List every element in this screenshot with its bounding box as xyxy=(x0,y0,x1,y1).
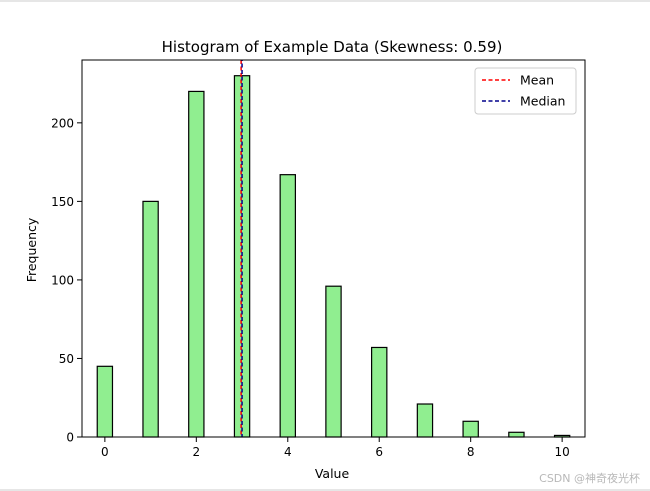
histogram-bar xyxy=(279,174,296,438)
x-axis-title: Value xyxy=(315,466,350,481)
y-tick-label: 50 xyxy=(59,352,74,366)
y-tick-label: 200 xyxy=(51,116,74,130)
legend: Mean Median xyxy=(474,67,577,115)
legend-box xyxy=(474,67,577,115)
histogram-bar xyxy=(325,285,342,438)
histogram-bar xyxy=(462,420,479,438)
bottom-border xyxy=(0,489,650,491)
chart-title: Histogram of Example Data (Skewness: 0.5… xyxy=(162,38,503,56)
reference-lines xyxy=(240,60,243,437)
watermark: CSDN @神奇夜光杯 xyxy=(539,471,640,485)
bars-layer xyxy=(96,75,571,438)
histogram-bar xyxy=(142,200,159,438)
histogram-bar xyxy=(188,90,205,438)
x-tick-label: 6 xyxy=(375,445,383,459)
y-tick-label: 150 xyxy=(51,195,74,209)
x-tick-label: 0 xyxy=(101,445,109,459)
x-tick-label: 4 xyxy=(284,445,292,459)
histogram-bar xyxy=(416,403,434,438)
legend-median-label: Median xyxy=(520,94,565,109)
y-axis-title: Frequency xyxy=(24,217,39,282)
x-tick-label: 2 xyxy=(192,445,200,459)
y-tick-label: 100 xyxy=(51,273,74,287)
x-tick-label: 10 xyxy=(554,445,569,459)
plot-frame xyxy=(81,59,586,438)
legend-mean-label: Mean xyxy=(520,73,554,88)
histogram-bar xyxy=(371,346,388,438)
x-tick-label: 8 xyxy=(467,445,475,459)
y-tick-label: 0 xyxy=(66,431,74,445)
histogram-bar xyxy=(508,431,525,438)
axes xyxy=(81,59,586,438)
histogram-bar xyxy=(96,365,114,438)
top-border xyxy=(0,0,650,2)
